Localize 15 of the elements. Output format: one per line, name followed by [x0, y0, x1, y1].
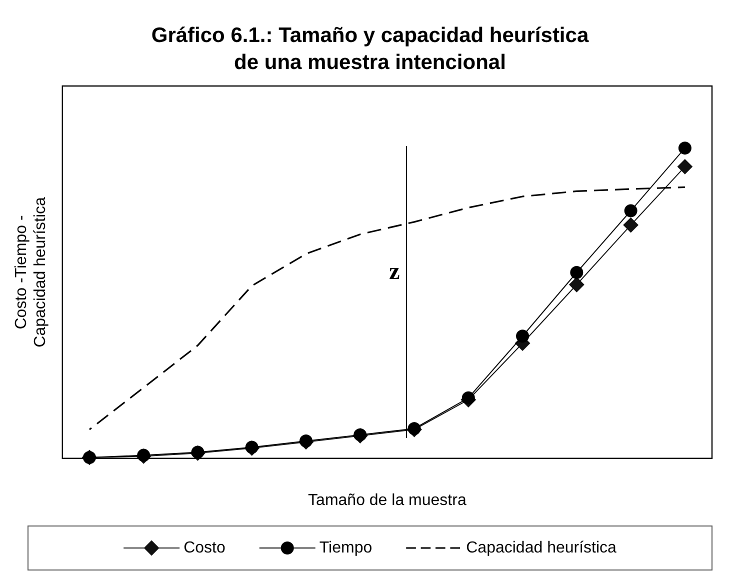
- y-axis-title: Costo -Tiempo - Capacidad heurística: [13, 196, 50, 348]
- legend-label: Costo: [184, 539, 226, 556]
- annotation: z: [389, 258, 400, 286]
- point: [677, 159, 692, 174]
- chart-title: Gráfico 6.1.: Tamaño y capacidad heurística de una muestra intencional: [150, 23, 590, 76]
- point: [624, 204, 638, 218]
- point: [569, 277, 584, 292]
- legend-label: Tiempo: [319, 539, 372, 556]
- x-axis-title: Tamaño de la muestra: [308, 492, 466, 509]
- point: [462, 391, 475, 404]
- point: [678, 142, 692, 155]
- point: [623, 218, 638, 233]
- legend-label: Capacidad heurística: [466, 539, 617, 556]
- point: [570, 266, 584, 280]
- point: [516, 330, 530, 343]
